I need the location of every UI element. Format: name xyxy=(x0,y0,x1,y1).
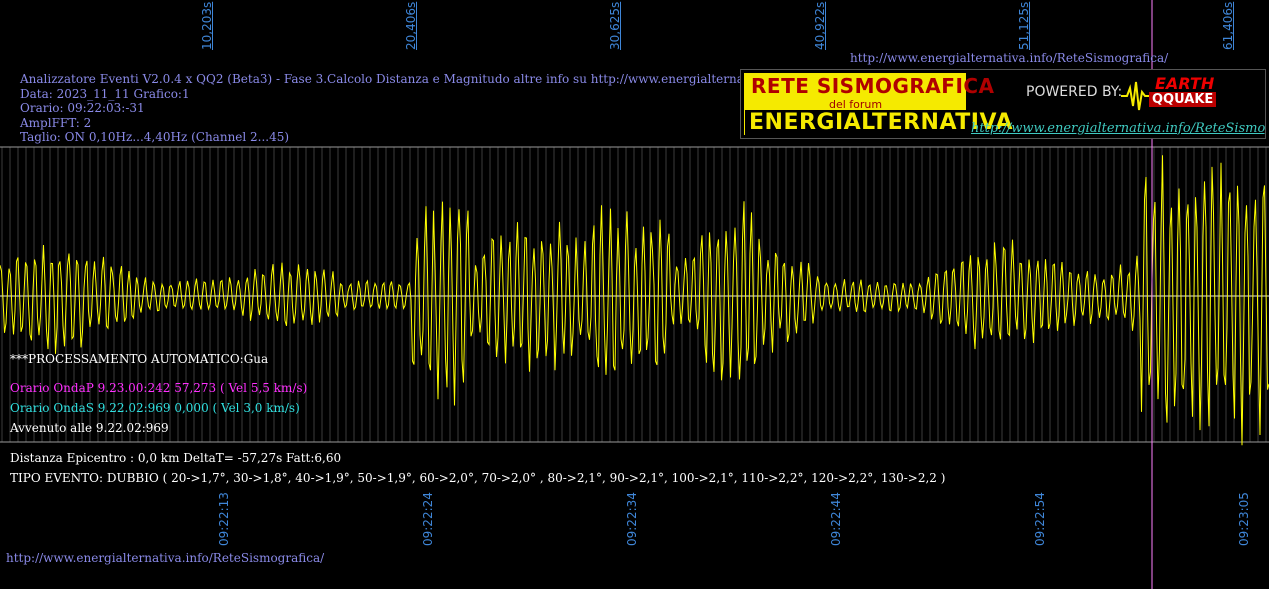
bottom-tick-label: 09:23:05 xyxy=(1237,492,1251,546)
top-tick-label: 40,922s xyxy=(813,1,827,50)
bottom-tick-label: 09:22:44 xyxy=(829,492,843,546)
wave-s-time: Orario OndaS 9.22.02:969 0,000 ( Vel 3,0… xyxy=(10,401,300,415)
info-time: Orario: 09:22:03:-31 xyxy=(20,101,145,115)
bottom-url-link[interactable]: http://www.energialternativa.info/ReteSi… xyxy=(6,551,325,565)
top-tick-label: 30,625s xyxy=(608,1,622,50)
bottom-tick-label: 09:22:34 xyxy=(625,492,639,546)
info-filter: Taglio: ON 0,10Hz...4,40Hz (Channel 2...… xyxy=(20,130,290,144)
bottom-tick-label: 09:22:13 xyxy=(217,492,231,546)
top-tick-label: 10,203s xyxy=(200,1,214,50)
top-tick-label: 61,406s xyxy=(1221,1,1235,50)
wave-p-time: Orario OndaP 9.23.00:242 57,273 ( Vel 5,… xyxy=(10,381,308,395)
logo-powered-by: POWERED BY: xyxy=(1026,84,1123,100)
event-type: TIPO EVENTO: DUBBIO ( 20->1,7°, 30->1,8°… xyxy=(10,471,946,485)
seismograph-icon xyxy=(1121,81,1151,111)
logo-url-link[interactable]: http://www.energialternativa.info/ReteSi… xyxy=(971,121,1266,136)
processing-status: ***PROCESSAMENTO AUTOMATICO:Gua xyxy=(10,352,269,366)
logo-qquake: QQUAKE xyxy=(1149,92,1217,107)
waveform-series xyxy=(0,155,1269,446)
info-title: Analizzatore Eventi V2.0.4 x QQ2 (Beta3)… xyxy=(20,72,856,86)
logo-earth: EARTH xyxy=(1155,74,1215,93)
epicenter-distance: Distanza Epicentro : 0,0 km DeltaT= -57,… xyxy=(10,451,342,465)
chart-frame xyxy=(0,146,1269,443)
bottom-tick-label: 09:22:24 xyxy=(421,492,435,546)
logo-title: RETE SISMOGRAFICA xyxy=(751,74,995,98)
logo-subtitle: del forum xyxy=(829,98,883,111)
event-occurred-time: Avvenuto alle 9.22.02:969 xyxy=(10,421,169,435)
top-tick-label: 51,125s xyxy=(1017,1,1031,50)
rete-sismografica-logo: RETE SISMOGRAFICA del forum ENERGIALTERN… xyxy=(740,69,1266,139)
info-amplitude: AmplFFT: 2 xyxy=(20,115,92,130)
top-tick-label: 20,406s xyxy=(404,1,418,50)
info-date: Data: 2023_11_11 Grafico:1 xyxy=(20,86,190,101)
analyzer-info: Analizzatore Eventi V2.0.4 x QQ2 (Beta3)… xyxy=(20,72,855,145)
logo-brand: ENERGIALTERNATIVA xyxy=(745,110,1018,135)
top-url-link[interactable]: http://www.energialternativa.info/ReteSi… xyxy=(850,51,1169,65)
bottom-tick-label: 09:22:54 xyxy=(1033,492,1047,546)
